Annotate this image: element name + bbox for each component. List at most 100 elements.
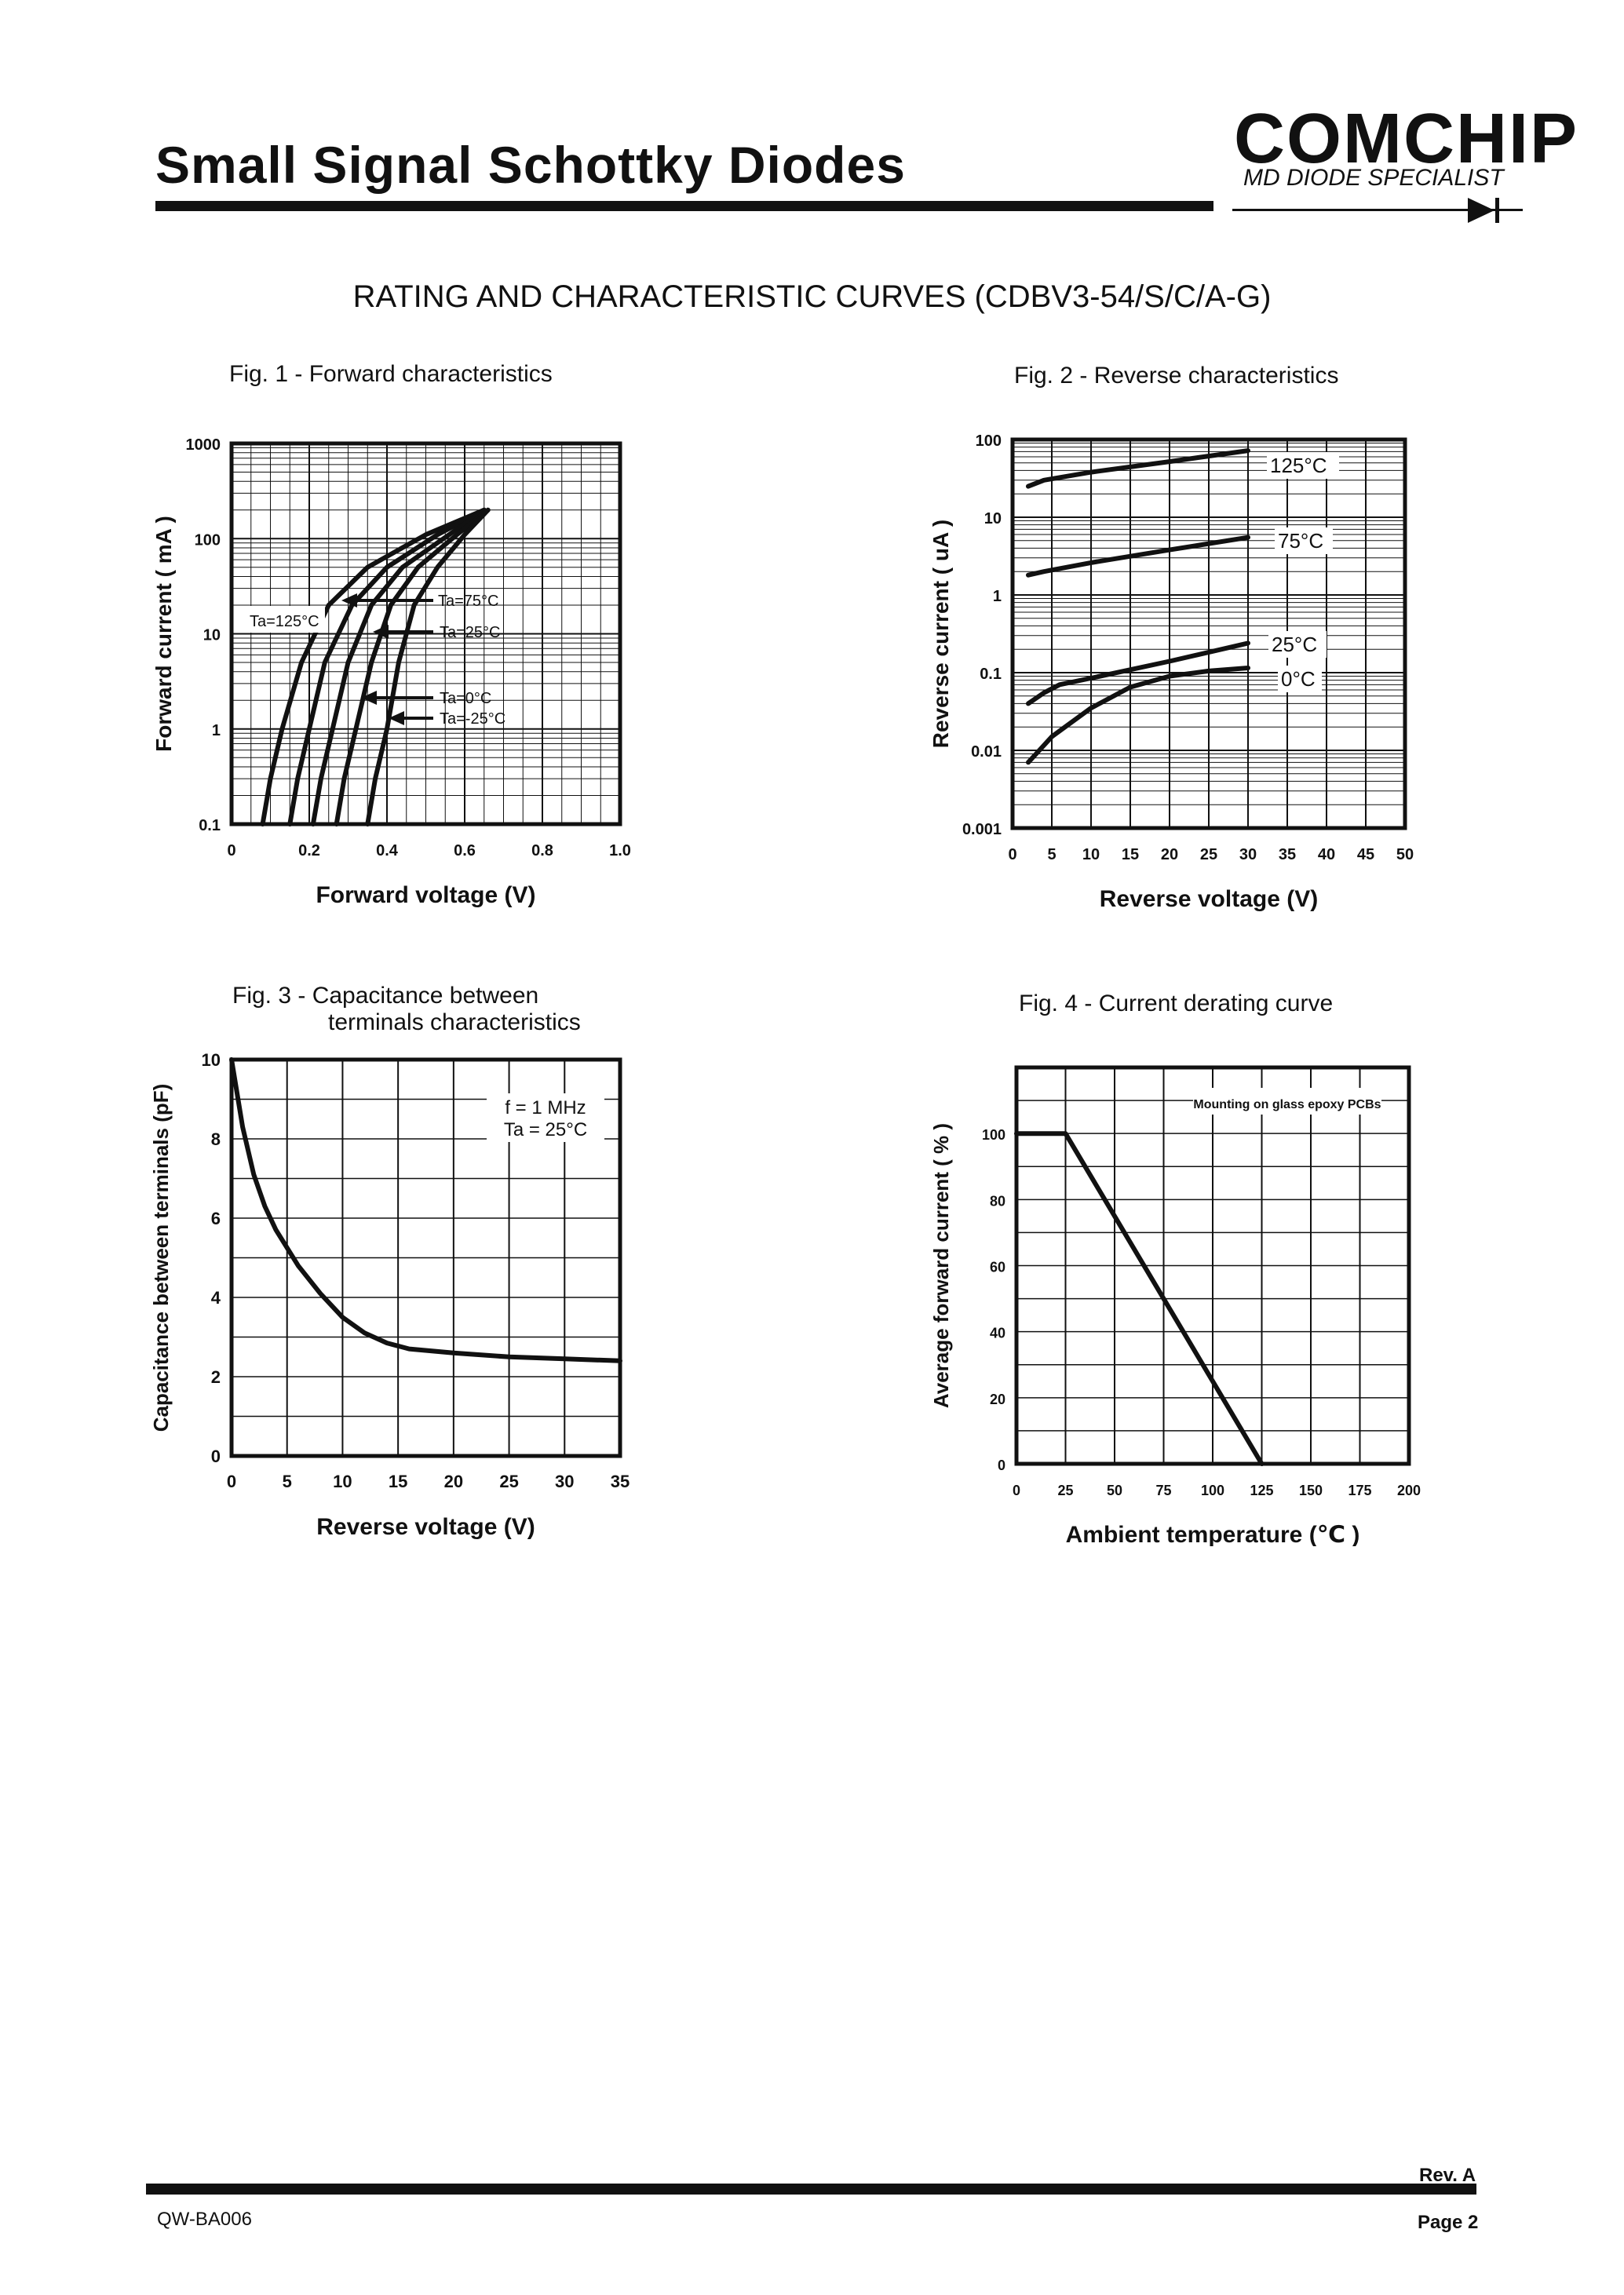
fig4-ytick-label: 40 <box>990 1326 1005 1341</box>
fig4-xtick-label: 25 <box>1057 1483 1073 1498</box>
fig3-xtick-label: 15 <box>389 1472 407 1491</box>
fig1-series-label: Ta=25°C <box>440 624 501 641</box>
fig1-series-line <box>287 507 487 826</box>
fig4-xtick-label: 0 <box>1013 1483 1020 1498</box>
fig3-note-bg <box>487 1115 604 1142</box>
fig1-ytick-label: 1000 <box>186 436 221 454</box>
diode-symbol-icon <box>1468 198 1499 223</box>
fig2-label-bg <box>1267 452 1339 479</box>
fig2-ytick-label: 1 <box>993 588 1002 605</box>
fig4-xtick-label: 150 <box>1299 1483 1323 1498</box>
header-rule <box>155 201 1213 211</box>
logo-tagline: MD DIODE SPECIALIST <box>1243 165 1504 191</box>
fig2-ytick-label: 100 <box>976 432 1002 450</box>
fig2-xtick-label: 45 <box>1357 846 1374 863</box>
fig2-xtick-label: 0 <box>1008 846 1016 863</box>
fig2-xtick-label: 50 <box>1396 846 1414 863</box>
fig1-ytick-label: 0.1 <box>199 817 221 834</box>
fig2-reverse-chart: 0 5 10 15 20 25 30 35 40 45 50 0.001 0.01 0.1 1 10 100 Re… <box>929 432 1414 912</box>
fig2-xtick-label: 35 <box>1279 846 1296 863</box>
fig3-ytick-label: 8 <box>211 1129 221 1149</box>
fig3-capacitance-chart: 0 5 10 15 20 25 30 35 0 2 4 6 8 10 Reverse voltage (V)… <box>149 1050 630 1540</box>
fig1-xlabel: Forward voltage (V) <box>316 882 535 908</box>
fig2-xtick-label: 5 <box>1047 846 1056 863</box>
fig2-series-label: 75°C <box>1278 529 1323 553</box>
fig2-series-label: 25°C <box>1272 633 1317 656</box>
fig2-xtick-label: 25 <box>1200 846 1217 863</box>
fig1-label-bg <box>246 606 325 633</box>
fig1-frame <box>229 441 622 826</box>
fig1-xtick-label: 0.8 <box>531 842 553 859</box>
fig1-xtick-label: 0.6 <box>454 842 476 859</box>
fig2-xlabel: Reverse voltage (V) <box>1100 886 1318 912</box>
fig4-ytick-label: 0 <box>998 1458 1005 1473</box>
fig2-label-bg <box>1275 527 1333 554</box>
fig1-xtick-label: 0.2 <box>298 842 320 859</box>
fig3-xtick-label: 20 <box>444 1472 463 1491</box>
fig3-ytick-label: 4 <box>211 1288 221 1308</box>
fig3-xtick-label: 25 <box>499 1472 518 1491</box>
fig3-grid <box>232 1060 620 1456</box>
fig4-derating-chart: 0 25 50 75 100 125 150 175 200 0 20 40 60 80 100 Ambien… <box>929 1065 1421 1546</box>
fig1-xtick-label: 0 <box>227 842 235 859</box>
fig4-ytick-label: 20 <box>990 1392 1005 1407</box>
fig1-ytick-label: 10 <box>203 627 221 644</box>
fig3-xtick-label: 0 <box>227 1472 236 1491</box>
fig3-ylabel: Capacitance between terminals (pF) <box>149 1084 173 1432</box>
fig4-grid <box>1016 1067 1409 1464</box>
fig2-series-label: 0°C <box>1281 667 1316 691</box>
fig2-ytick-label: 0.01 <box>971 743 1002 761</box>
fig4-xtick-label: 75 <box>1155 1483 1171 1498</box>
fig4-xlabel: Ambient temperature (℃ ) <box>1066 1522 1360 1546</box>
fig4-ytick-label: 100 <box>982 1127 1005 1143</box>
fig1-ytick-label: 1 <box>212 722 221 739</box>
fig4-ytick-label: 80 <box>990 1193 1005 1209</box>
fig4-xtick-label: 100 <box>1201 1483 1224 1498</box>
fig3-xtick-label: 30 <box>555 1472 574 1491</box>
fig2-xtick-label: 20 <box>1161 846 1178 863</box>
fig2-ytick-label: 0.1 <box>980 666 1002 683</box>
fig4-series-line <box>1014 1131 1265 1466</box>
footer-rule <box>146 2184 1476 2195</box>
fig3-series-line <box>229 1057 622 1363</box>
fig1-series-label: Ta=125°C <box>250 613 319 630</box>
fig2-label-bg <box>1268 631 1327 658</box>
fig4-xtick-label: 125 <box>1250 1483 1273 1498</box>
fig4-xtick-label: 200 <box>1397 1483 1421 1498</box>
fig3-ytick-label: 0 <box>211 1447 221 1466</box>
fig1-title: Fig. 1 - Forward characteristics <box>229 361 553 387</box>
document-code: QW-BA006 <box>157 2209 252 2230</box>
fig2-xtick-label: 30 <box>1239 846 1257 863</box>
fig4-annotation: Mounting on glass epoxy PCBs <box>1193 1098 1381 1111</box>
fig3-ytick-label: 10 <box>202 1050 221 1070</box>
logo-wordmark: COMCHIP <box>1234 100 1578 178</box>
fig4-xtick-label: 50 <box>1107 1483 1122 1498</box>
fig3-xtick-label: 35 <box>611 1472 630 1491</box>
fig2-xtick-label: 40 <box>1318 846 1335 863</box>
fig2-series-line <box>1026 640 1250 706</box>
fig3-title: Fig. 3 - Capacitance between <box>232 983 539 1009</box>
fig3-annotation: Ta = 25°C <box>504 1119 587 1140</box>
fig2-grid <box>1013 440 1405 829</box>
fig2-ytick-label: 10 <box>984 510 1002 527</box>
fig2-frame <box>1010 437 1407 830</box>
fig2-xtick-label: 10 <box>1082 846 1100 863</box>
fig1-series-line <box>260 507 487 826</box>
fig4-ytick-label: 60 <box>990 1260 1005 1275</box>
fig3-xlabel: Reverse voltage (V) <box>316 1514 535 1540</box>
fig1-ylabel: Forward current ( mA ) <box>151 516 176 752</box>
page-title: Small Signal Schottky Diodes <box>155 136 906 194</box>
fig4-frame <box>1014 1065 1411 1466</box>
fig3-annotation: f = 1 MHz <box>505 1097 586 1118</box>
fig1-pointer-arrow-icon <box>341 593 357 608</box>
fig1-pointer-arrow-icon <box>373 625 389 639</box>
fig1-pointer-arrow-icon <box>361 691 377 705</box>
company-logo: COMCHIP MD DIODE SPECIALIST <box>1224 100 1577 229</box>
fig4-note-bg <box>1193 1088 1381 1115</box>
section-title: RATING AND CHARACTERISTIC CURVES (CDBV3-… <box>352 279 1272 314</box>
fig1-xtick-label: 1.0 <box>609 842 631 859</box>
fig2-series-line <box>1026 448 1250 489</box>
fig1-series-label: Ta=-25°C <box>440 710 505 728</box>
fig2-series-label: 125°C <box>1270 454 1327 477</box>
fig1-forward-chart: 0 0.2 0.4 0.6 0.8 1.0 0.1 1 10 100 1000 Forward vol… <box>151 436 631 908</box>
